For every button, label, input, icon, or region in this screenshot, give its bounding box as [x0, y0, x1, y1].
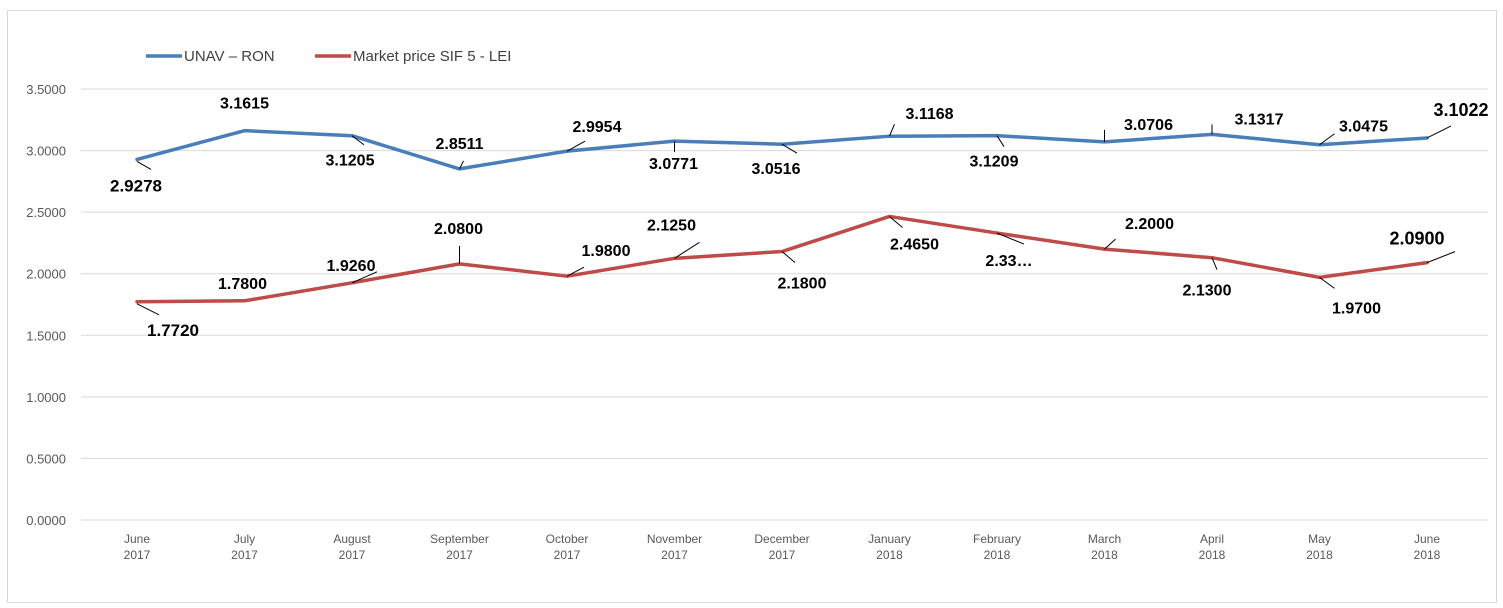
- y-tick-label: 0.5000: [26, 451, 66, 466]
- data-label: 3.0475: [1339, 119, 1388, 136]
- x-tick-label: April 2018: [1199, 532, 1226, 562]
- data-label-leader: [351, 135, 365, 146]
- line-chart: 0.0000 0.5000 1.0000 1.5000 2.0000 2.5000 3.00…: [26, 48, 1488, 562]
- data-label: 1.9700: [1332, 300, 1381, 317]
- x-tick-label: November 2017: [647, 532, 702, 562]
- data-label: 2.9278: [110, 176, 162, 195]
- data-label-leader: [1211, 257, 1218, 270]
- data-label: 2.8511: [435, 136, 483, 153]
- data-label: 2.4650: [890, 236, 939, 253]
- data-label-leader: [351, 271, 378, 284]
- data-label: 3.0706: [1124, 117, 1173, 134]
- data-label: 3.1209: [970, 154, 1019, 171]
- y-tick-label: 1.5000: [26, 328, 66, 343]
- data-label-leader: [996, 135, 1005, 147]
- data-label: 2.1800: [778, 276, 827, 293]
- y-tick-label: 3.0000: [26, 144, 66, 159]
- data-label: 1.9800: [582, 243, 631, 260]
- data-label: 2.33…: [985, 253, 1032, 270]
- data-label: 3.1317: [1235, 111, 1284, 128]
- data-label-leader: [1426, 125, 1452, 139]
- data-label: 2.9954: [573, 119, 622, 136]
- data-label: 3.0516: [752, 161, 801, 178]
- x-tick-label: August 2017: [333, 532, 371, 562]
- data-label-leader: [889, 123, 895, 137]
- data-label: 1.7800: [218, 276, 267, 293]
- x-tick-label: February 2018: [973, 532, 1021, 562]
- data-label: 3.1205: [326, 153, 375, 170]
- legend-label: UNAV – RON: [184, 48, 275, 65]
- legend-label: Market price SIF 5 - LEI: [353, 48, 511, 65]
- data-label-leader: [566, 266, 585, 277]
- data-label: 2.1300: [1183, 283, 1232, 300]
- data-label: 2.0900: [1389, 229, 1444, 249]
- data-label-leader: [1104, 238, 1116, 250]
- x-tick-label: September 2017: [430, 532, 489, 562]
- y-tick-label: 0.0000: [26, 513, 66, 528]
- data-label-leader: [889, 216, 903, 228]
- x-tick-label: June 2018: [1414, 532, 1441, 562]
- data-label-leader: [459, 160, 464, 170]
- data-label: 3.1022: [1433, 100, 1488, 120]
- x-tick-label: January 2018: [868, 532, 911, 562]
- data-label-leader: [566, 140, 586, 152]
- data-label: 1.9260: [327, 258, 376, 275]
- data-label-leader: [1319, 133, 1335, 146]
- data-label-leader: [136, 303, 160, 316]
- y-tick-label: 3.5000: [26, 82, 66, 97]
- data-label-leader: [1426, 251, 1456, 264]
- data-label: 2.2000: [1125, 216, 1174, 233]
- x-tick-label: May 2018: [1306, 532, 1333, 562]
- data-label-leader: [1319, 277, 1335, 289]
- y-tick-label: 2.0000: [26, 267, 66, 282]
- data-label-leader: [136, 161, 152, 170]
- y-tick-label: 1.0000: [26, 390, 66, 405]
- data-label-leader: [996, 232, 1025, 245]
- data-label: 3.0771: [649, 156, 698, 173]
- x-tick-label: July 2017: [231, 532, 258, 562]
- data-label-leader: [781, 251, 796, 263]
- chart-frame: 0.0000 0.5000 1.0000 1.5000 2.0000 2.5000 3.00…: [7, 10, 1497, 603]
- data-label: 2.0800: [434, 221, 483, 238]
- data-label: 3.1168: [905, 106, 953, 123]
- x-tick-label: March 2018: [1088, 532, 1121, 562]
- data-label: 1.7720: [147, 321, 199, 340]
- data-label: 3.1615: [220, 96, 269, 113]
- x-tick-label: December 2017: [754, 532, 809, 562]
- x-tick-label: October 2017: [546, 532, 589, 562]
- x-tick-label: June 2017: [124, 532, 151, 562]
- data-label-leader: [781, 143, 798, 154]
- data-label-leader: [674, 241, 700, 259]
- y-tick-label: 2.5000: [26, 205, 66, 220]
- data-label: 2.1250: [647, 217, 696, 234]
